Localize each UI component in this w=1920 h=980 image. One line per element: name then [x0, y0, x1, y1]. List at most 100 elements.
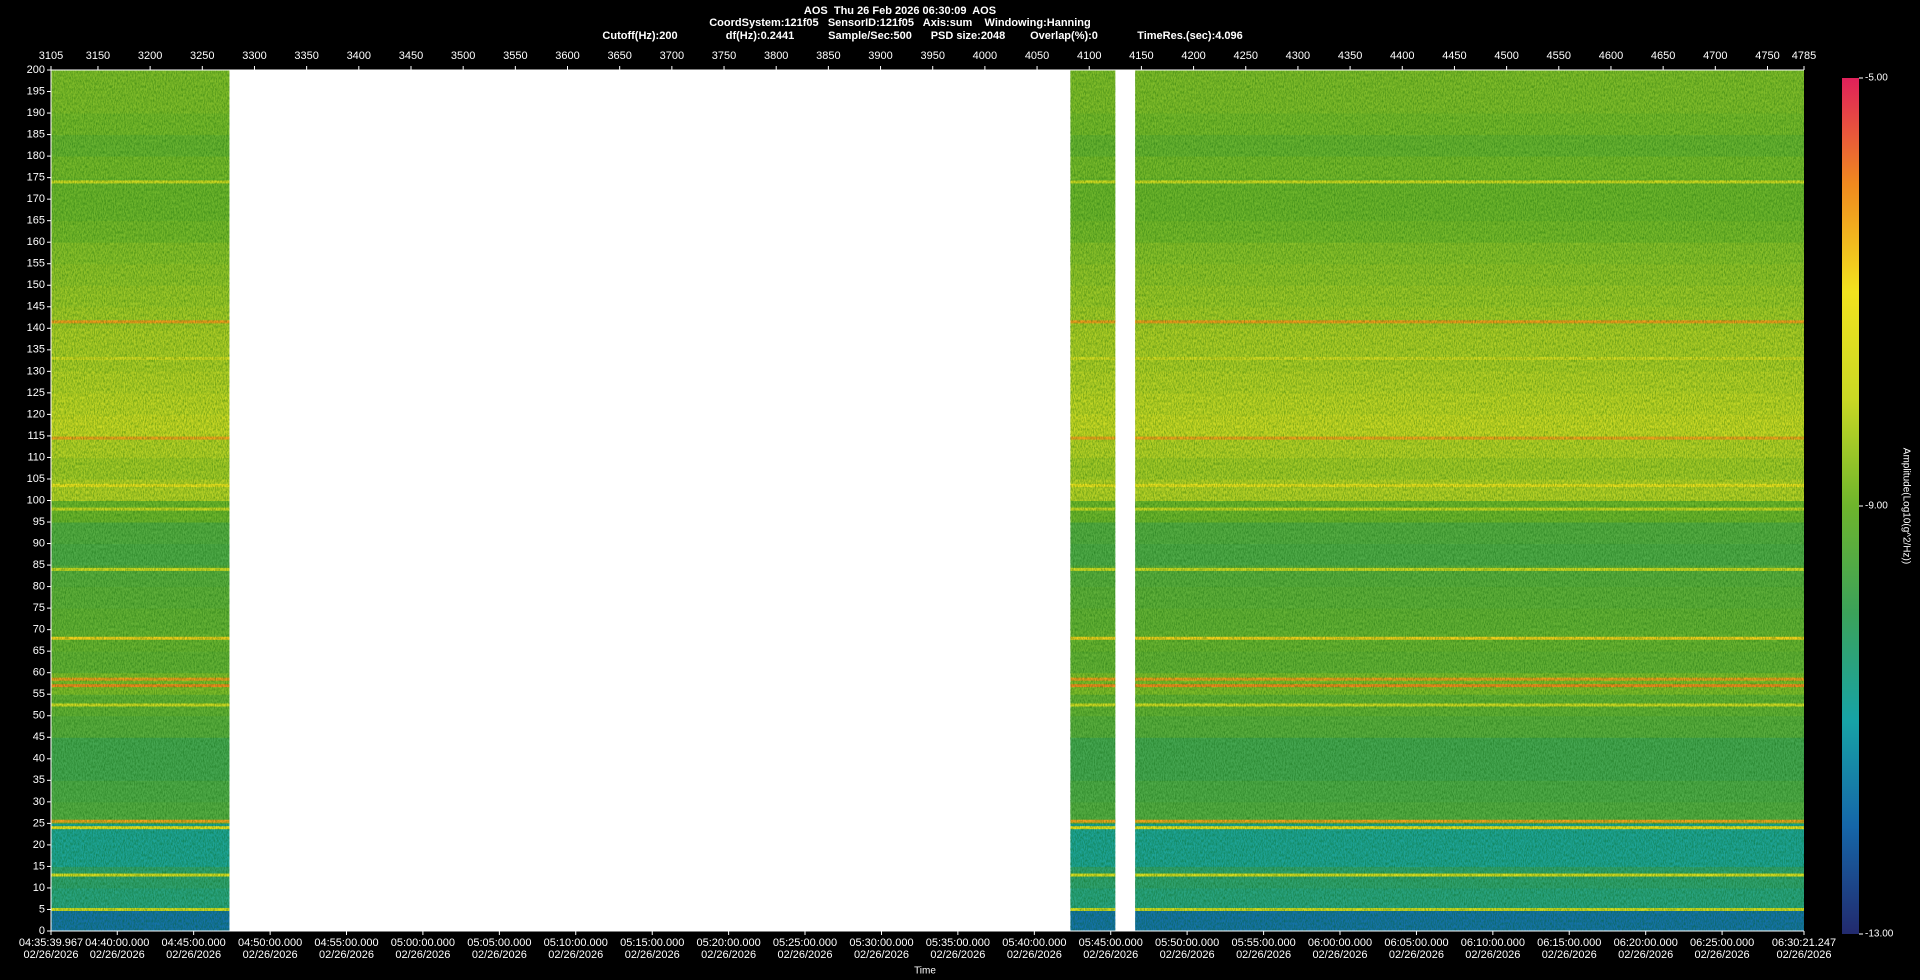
time-tick-label: 04:40:00.000 [85, 937, 149, 949]
time-tick-label: 05:30:00.000 [849, 937, 913, 949]
x-tick-label: 3200 [138, 50, 162, 62]
y-tick-label: 0 [39, 925, 45, 937]
time-tick-label: 05:05:00.000 [467, 937, 531, 949]
y-tick-label: 160 [27, 236, 45, 248]
param-label: TimeRes.(sec):4.096 [1137, 30, 1243, 42]
y-tick-label: 200 [27, 64, 45, 76]
time-tick-label: 06:00:00.000 [1308, 937, 1372, 949]
x-tick-label: 4000 [973, 50, 997, 62]
colorbar-tick-label: -5.00 [1865, 73, 1888, 84]
date-label: 02/26/2026 [1083, 949, 1138, 961]
y-tick-label: 85 [33, 559, 45, 571]
time-tick-label: 05:35:00.000 [926, 937, 990, 949]
segment [51, 70, 230, 932]
date-label: 02/26/2026 [319, 949, 374, 961]
date-label: 02/26/2026 [1465, 949, 1520, 961]
x-tick-label: 4150 [1129, 50, 1153, 62]
date-label: 02/26/2026 [548, 949, 603, 961]
chart-title: AOS Thu 26 Feb 2026 06:30:09 AOS [804, 5, 996, 17]
date-label: 02/26/2026 [625, 949, 680, 961]
y-tick-label: 175 [27, 172, 45, 184]
y-tick-label: 40 [33, 753, 45, 765]
y-tick-label: 35 [33, 774, 45, 786]
time-tick-label: 04:55:00.000 [314, 937, 378, 949]
y-tick-label: 50 [33, 710, 45, 722]
x-tick-label: 3850 [816, 50, 840, 62]
param-label: df(Hz):0.2441 [726, 30, 794, 42]
y-tick-label: 95 [33, 516, 45, 528]
y-tick-label: 20 [33, 839, 45, 851]
y-tick-label: 170 [27, 193, 45, 205]
y-tick-label: 70 [33, 624, 45, 636]
date-label: 02/26/2026 [1776, 949, 1831, 961]
x-tick-label: 3400 [347, 50, 371, 62]
time-tick-label: 05:10:00.000 [544, 937, 608, 949]
x-tick-label: 4300 [1286, 50, 1310, 62]
x-tick-label: 3800 [764, 50, 788, 62]
x-tick-label: 4350 [1338, 50, 1362, 62]
y-tick-label: 45 [33, 731, 45, 743]
y-tick-label: 30 [33, 796, 45, 808]
x-tick-label: 4050 [1025, 50, 1049, 62]
y-tick-label: 55 [33, 688, 45, 700]
x-tick-label: 3350 [294, 50, 318, 62]
time-tick-label: 06:30:21.247 [1772, 937, 1836, 949]
date-label: 02/26/2026 [395, 949, 450, 961]
x-tick-label: 3600 [555, 50, 579, 62]
time-tick-label: 05:45:00.000 [1079, 937, 1143, 949]
y-tick-label: 195 [27, 85, 45, 97]
y-tick-label: 5 [39, 903, 45, 915]
x-tick-label: 3105 [39, 50, 63, 62]
x-tick-label: 3750 [712, 50, 736, 62]
y-tick-label: 10 [33, 882, 45, 894]
x-tick-label: 4500 [1494, 50, 1518, 62]
date-label: 02/26/2026 [90, 949, 145, 961]
x-tick-label: 4550 [1547, 50, 1571, 62]
param-label: Cutoff(Hz):200 [602, 30, 677, 42]
y-tick-label: 80 [33, 581, 45, 593]
y-tick-label: 155 [27, 258, 45, 270]
colorbar [1842, 78, 1859, 934]
y-tick-label: 150 [27, 279, 45, 291]
date-label: 02/26/2026 [777, 949, 832, 961]
time-tick-label: 06:15:00.000 [1537, 937, 1601, 949]
x-tick-label: 4450 [1442, 50, 1466, 62]
x-tick-label: 4200 [1181, 50, 1205, 62]
param-label: Sample/Sec:500 [828, 30, 912, 42]
x-tick-label: 4700 [1703, 50, 1727, 62]
x-tick-label: 4785 [1792, 50, 1816, 62]
y-tick-label: 180 [27, 150, 45, 162]
x-tick-label: 3650 [607, 50, 631, 62]
date-label: 02/26/2026 [1542, 949, 1597, 961]
y-tick-label: 100 [27, 494, 45, 506]
date-label: 02/26/2026 [1389, 949, 1444, 961]
y-tick-label: 25 [33, 817, 45, 829]
x-tick-label: 3550 [503, 50, 527, 62]
colorbar-tick-label: -9.00 [1865, 501, 1888, 512]
y-tick-label: 190 [27, 107, 45, 119]
param-label: PSD size:2048 [931, 30, 1006, 42]
date-label: 02/26/2026 [1312, 949, 1367, 961]
y-tick-label: 65 [33, 645, 45, 657]
time-tick-label: 04:45:00.000 [162, 937, 226, 949]
texture [51, 70, 230, 931]
time-tick-label: 05:25:00.000 [773, 937, 837, 949]
y-tick-label: 75 [33, 602, 45, 614]
y-tick-label: 130 [27, 365, 45, 377]
y-tick-label: 125 [27, 387, 45, 399]
x-tick-label: 3250 [190, 50, 214, 62]
x-tick-label: 4750 [1755, 50, 1779, 62]
colorbar-label: Amplitude(Log10(g^2/Hz)) [1900, 448, 1911, 564]
y-tick-label: 115 [27, 430, 45, 442]
param-label: Overlap(%):0 [1030, 30, 1098, 42]
date-label: 02/26/2026 [1618, 949, 1673, 961]
time-tick-label: 05:20:00.000 [697, 937, 761, 949]
date-label: 02/26/2026 [854, 949, 909, 961]
y-tick-label: 140 [27, 322, 45, 334]
segment [1070, 70, 1116, 932]
segment [1135, 70, 1804, 932]
x-tick-label: 4650 [1651, 50, 1675, 62]
texture [1070, 70, 1116, 931]
